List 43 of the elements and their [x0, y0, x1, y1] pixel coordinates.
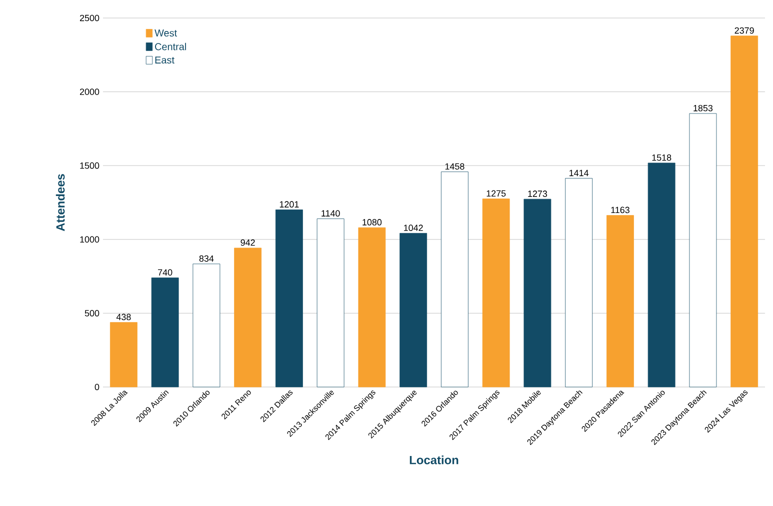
data-label: 1201: [280, 201, 299, 208]
bar: [565, 178, 593, 388]
y-tick-label: 500: [84, 310, 100, 316]
y-tick-label: 1000: [80, 236, 100, 243]
data-label: 740: [158, 269, 172, 276]
data-label: 1163: [611, 206, 630, 214]
data-label: 1275: [486, 190, 506, 197]
y-tick-label: 2500: [80, 14, 100, 22]
bar: [110, 322, 138, 388]
bar: [358, 227, 386, 388]
bar: [648, 162, 676, 388]
data-label: 1080: [362, 219, 382, 226]
bar: [275, 210, 303, 388]
legend-label: East: [155, 56, 174, 64]
data-label: 1458: [445, 163, 464, 170]
y-tick-label: 2000: [80, 88, 100, 95]
y-tick-label: 1500: [80, 162, 100, 169]
bar: [316, 218, 344, 388]
data-label: 1853: [694, 104, 713, 112]
bar: [440, 172, 468, 388]
y-tick-label: 0: [94, 384, 100, 390]
data-label: 834: [199, 255, 214, 262]
bar: [234, 248, 262, 388]
x-axis-title: Location: [410, 456, 458, 464]
data-label: 1518: [652, 154, 672, 161]
bar: [730, 36, 758, 388]
bar: [482, 198, 510, 388]
bar: [400, 233, 428, 388]
data-label: 438: [116, 314, 131, 320]
data-label: 1140: [322, 210, 340, 217]
legend-label: West: [154, 30, 177, 37]
bar: [151, 278, 179, 388]
y-axis-title: Attendees: [56, 174, 65, 232]
data-label: 1414: [570, 170, 589, 176]
data-label: 942: [240, 239, 255, 246]
bar: [606, 215, 634, 388]
bar: [524, 198, 552, 388]
data-label: 2379: [734, 27, 754, 34]
data-label: 1273: [528, 190, 548, 197]
legend-label: Central: [155, 42, 186, 50]
bar: [689, 113, 717, 388]
data-label: 1042: [404, 224, 423, 232]
bar: [192, 264, 220, 388]
